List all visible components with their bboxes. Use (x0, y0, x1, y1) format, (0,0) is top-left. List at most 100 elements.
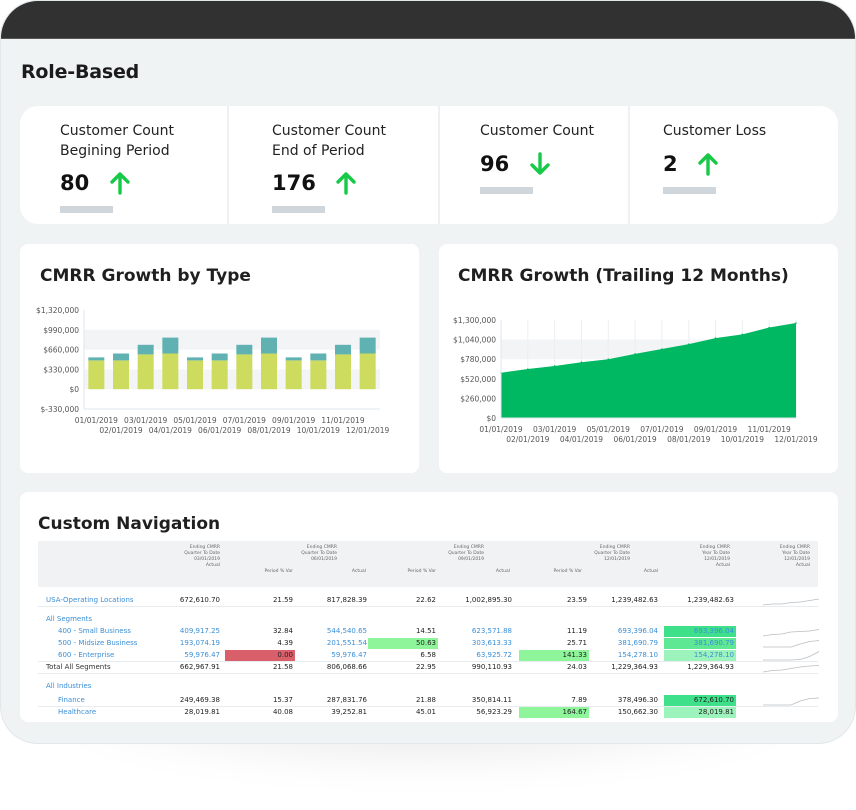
column-header: Ending CMRR Year To Date 12/01/2019 Actu… (779, 545, 810, 568)
table-row[interactable]: Total All Segments 662,967.91 21.58 806,068… (38, 662, 819, 674)
data-point (580, 361, 583, 364)
table-cell: 141.33 (562, 651, 588, 659)
x-tick-label: 10/01/2019 (297, 426, 340, 435)
data-point (527, 368, 529, 370)
table-cell[interactable]: 154,278.10 (693, 651, 734, 659)
table-cell[interactable]: 154,278.10 (617, 651, 658, 659)
table-cell[interactable]: 544,540.65 (326, 627, 367, 635)
table-cell: 21.59 (272, 596, 293, 604)
column-header: Period % Var (264, 569, 293, 574)
table-cell[interactable]: 409,917.25 (179, 627, 220, 635)
table-cell: 0.00 (277, 651, 293, 659)
table-cell[interactable]: 381,690.79 (693, 639, 734, 647)
y-tick-label: $1,300,000 (453, 316, 496, 325)
custom-navigation-card: Custom Navigation Ending CMRR Quarter To… (20, 492, 838, 722)
sparkline (763, 665, 819, 673)
x-tick-label: 02/01/2019 (99, 426, 142, 435)
column-header: Ending CMRR Quarter To Date 03/01/2019 A… (184, 545, 220, 568)
table-cell: 1,239,482.63 (611, 596, 658, 604)
x-tick-label: 05/01/2019 (587, 425, 630, 434)
x-tick-label: 12/01/2019 (346, 426, 389, 435)
kpi-card-begin[interactable]: Customer Count Begining Period 80 (20, 106, 229, 224)
column-header: Ending CMRR Quarter To Date 09/01/2019 (448, 545, 484, 562)
table-cell: 150,662.30 (617, 708, 658, 716)
data-point (634, 353, 636, 355)
data-point (687, 343, 690, 345)
column-header: Period % Var (407, 569, 436, 574)
kpi-card-count[interactable]: Customer Count 96 (440, 106, 630, 224)
row-link[interactable]: USA-Operating Locations (46, 596, 134, 604)
table-cell[interactable]: 63,925.72 (476, 651, 512, 659)
table-cell: 806,068.66 (326, 663, 367, 671)
table-cell: 28,019.81 (184, 708, 220, 716)
kpi-placeholder-bar (663, 187, 716, 194)
bar-growth-segment (261, 337, 277, 354)
bar-base-segment (187, 360, 203, 390)
x-tick-label: 03/01/2019 (533, 425, 576, 434)
y-tick-label: $0 (69, 385, 79, 394)
cell-highlight (519, 650, 589, 661)
row-link[interactable]: All Industries (46, 682, 92, 690)
bar-base-segment (113, 360, 129, 390)
table-cell: 15.37 (272, 696, 293, 704)
kpi-placeholder-bar (60, 206, 113, 213)
table-cell[interactable]: 201,551.54 (326, 639, 367, 647)
kpi-panel: Customer Count Begining Period 80 Custom… (20, 106, 838, 224)
bar-base-segment (261, 353, 277, 390)
table-cell: 21.88 (415, 696, 436, 704)
row-link[interactable]: 600 - Enterprise (58, 651, 115, 659)
y-tick-label: $-330,000 (41, 405, 80, 414)
table-row[interactable]: Healthcare 28,019.81 40.08 39,252.81 45.01 56… (38, 707, 818, 719)
row-link[interactable]: All Segments (46, 615, 93, 623)
table-cell[interactable]: 693,396.04 (617, 627, 658, 635)
x-tick-label: 05/01/2019 (173, 416, 216, 425)
x-tick-label: 08/01/2019 (247, 426, 290, 435)
table-row[interactable]: 500 - Midsize Business 193,074.19 4.39 201,… (38, 638, 819, 650)
bar-growth-segment (211, 353, 228, 361)
sparkline-path (763, 629, 819, 637)
table-row[interactable]: 400 - Small Business 409,917.25 32.84 544,5… (38, 626, 819, 638)
table-cell[interactable]: 193,074.19 (179, 639, 220, 647)
y-tick-label: $1,320,000 (36, 306, 79, 315)
table-cell: 11.19 (566, 627, 587, 635)
y-tick-label: $780,000 (460, 355, 496, 364)
table-row[interactable]: All Segments (38, 614, 818, 626)
row-link[interactable]: Finance (58, 696, 85, 704)
sparkline (763, 697, 819, 706)
table-cell: 22.95 (415, 663, 436, 671)
table-cell[interactable]: 303,613.33 (471, 639, 512, 647)
row-link[interactable]: 400 - Small Business (58, 627, 131, 635)
kpi-value: 96 (480, 152, 510, 176)
table-cell[interactable]: 59,976.47 (331, 651, 367, 659)
arrow-up-icon (336, 172, 356, 195)
row-link[interactable]: Healthcare (58, 708, 97, 716)
table-cell[interactable]: 381,690.79 (617, 639, 658, 647)
table-row[interactable]: USA-Operating Locations 672,610.70 21.59 81… (38, 595, 819, 607)
grid-band (84, 329, 380, 350)
table-cell: 21.58 (272, 663, 293, 671)
kpi-card-loss[interactable]: Customer Loss 2 (630, 106, 838, 224)
table-cell: 164.67 (562, 708, 588, 716)
row-link[interactable]: 500 - Midsize Business (58, 639, 138, 647)
table-cell: 249,469.38 (179, 696, 220, 704)
row-spacer (38, 607, 818, 614)
kpi-card-end[interactable]: Customer Count End of Period 176 (229, 106, 440, 224)
window-title-bar (1, 1, 855, 39)
bar-growth-segment (236, 344, 253, 355)
table-cell[interactable]: 59,976.47 (184, 651, 220, 659)
cell-highlight (664, 638, 736, 649)
table-row[interactable]: 600 - Enterprise 59,976.47 0.00 59,976.47 6.… (38, 650, 819, 662)
y-tick-label: $1,040,000 (453, 336, 496, 345)
table-header: Ending CMRR Quarter To Date 03/01/2019 A… (38, 541, 818, 587)
bar-chart: $1,320,000 $990,000 $660,000 $330,000 $0 $-33… (36, 306, 389, 435)
sparkline-path (763, 640, 819, 648)
table-cell[interactable]: 623,571.88 (471, 627, 512, 635)
bar-base-segment (137, 354, 154, 390)
row-label: Total All Segments (46, 663, 111, 671)
table-row[interactable]: Finance 249,469.38 15.37 287,831.76 21.88 350… (38, 695, 819, 707)
bar-base-segment (88, 360, 105, 390)
table-cell: 7.89 (571, 696, 587, 704)
table-row[interactable]: All Industries (38, 681, 818, 693)
cell-highlight (664, 626, 736, 637)
table-cell[interactable]: 693,396.04 (693, 627, 734, 635)
